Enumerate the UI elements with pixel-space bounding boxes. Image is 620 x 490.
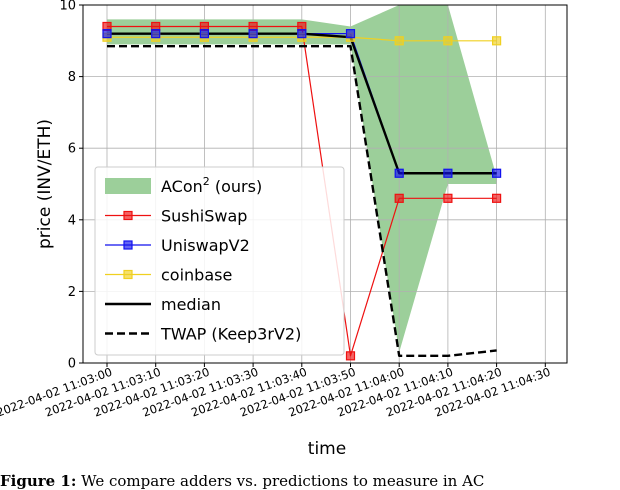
y-tick-label: 8: [68, 70, 76, 85]
data-point-sushiswap: [345, 351, 356, 361]
data-point-uniswapv2: [297, 29, 307, 39]
legend-label-acon-sup: 2: [203, 175, 210, 188]
data-point-sushiswap: [394, 193, 404, 203]
legend-label-acon-rest: (ours): [210, 177, 262, 196]
y-axis-label: price (INV/ETH): [35, 119, 55, 249]
legend-marker-sushiswap: [123, 210, 133, 221]
data-point-coinbase: [492, 36, 502, 46]
legend-marker-coinbase: [123, 269, 133, 280]
data-point-uniswapv2: [345, 29, 356, 39]
data-point-uniswapv2: [443, 168, 453, 178]
data-point-sushiswap: [443, 193, 453, 203]
data-point-uniswapv2: [199, 29, 209, 39]
y-tick-label: 4: [68, 213, 76, 228]
legend-label-acon-base: ACon: [161, 177, 203, 196]
series-line-twap-keep3rv2: [107, 44, 497, 358]
y-tick-label: 6: [68, 142, 76, 157]
legend-swatch-acon: [105, 178, 151, 194]
data-point-coinbase: [443, 36, 453, 46]
legend-label-sushiswap: SushiSwap: [161, 207, 247, 226]
data-point-sushiswap: [492, 193, 502, 203]
legend-marker-uniswapv2: [123, 240, 133, 250]
y-tick-label: 0: [68, 357, 76, 372]
data-point-uniswapv2: [394, 168, 404, 178]
legend: ACon2 (ours) SushiSwap UniswapV2 coinbase m…: [94, 166, 345, 356]
y-tick-label: 10: [59, 0, 76, 14]
data-point-uniswapv2: [492, 168, 502, 178]
plot-frame: [82, 4, 568, 364]
x-axis-label: time: [308, 439, 346, 459]
data-point-uniswapv2: [151, 29, 161, 39]
data-point-coinbase: [394, 36, 404, 46]
legend-label-twap-keep3rv2: TWAP (Keep3rV2): [160, 325, 301, 344]
caption-text: We compare adders vs. predictions to mea…: [76, 472, 485, 490]
legend-label-acon: ACon2 (ours): [161, 175, 262, 196]
marker-layer: [102, 21, 502, 361]
legend-label-median: median: [161, 295, 221, 314]
legend-label-coinbase: coinbase: [161, 266, 232, 285]
figure-caption: Figure 1: We compare adders vs. predicti…: [0, 472, 620, 490]
legend-label-uniswapv2: UniswapV2: [161, 236, 250, 255]
data-point-uniswapv2: [102, 29, 112, 39]
legend-box: [94, 166, 345, 356]
y-axis: 0 2 4 6 8 10: [59, 0, 83, 372]
y-tick-label: 2: [68, 285, 76, 300]
caption-label: Figure 1:: [0, 472, 77, 490]
data-point-uniswapv2: [248, 29, 258, 39]
